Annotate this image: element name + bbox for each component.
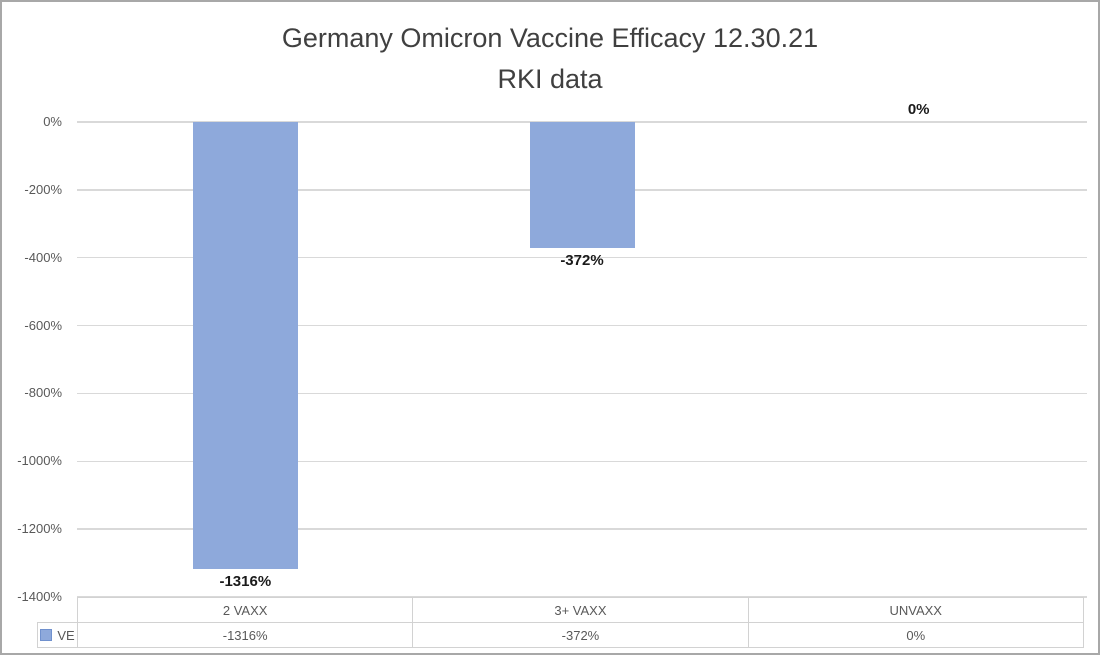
y-axis-tick-label: -1000% [17,453,62,469]
gridline [77,528,1087,530]
value-cell: -1316% [76,622,414,648]
y-axis-tick-label: -600% [24,317,62,333]
legend-key-icon [40,628,53,641]
gridline [77,392,1087,395]
y-axis-tick-label: -1200% [17,521,62,537]
gridline [77,324,1087,327]
y-axis-tick-label: 0% [43,114,62,129]
y-axis-tick-label: -400% [24,249,62,265]
chart-title: Germany Omicron Vaccine Efficacy 12.30.2… [281,23,819,53]
bar-3-vaxx [529,122,635,249]
y-axis-tick-label: -200% [24,181,62,197]
y-axis-tick-label: -1400% [17,589,62,604]
data-label-unvaxx: 0% [907,101,930,118]
gridline [77,121,1087,123]
category-header-cell: UNVAXX [747,597,1084,623]
category-header-cell: 2 VAXX [76,597,414,623]
y-axis-tick-label: -800% [24,385,62,401]
legend-cell: VE [37,622,78,648]
gridline [77,596,1087,598]
data-label-3-vaxx: -372% [560,252,604,270]
data-label-2-vaxx: -1316% [219,572,272,590]
chart-subtitle: RKI data [497,64,603,94]
legend-series-label: VE [57,627,75,643]
category-header-cell: 3+ VAXX [412,597,749,623]
bar-2-vaxx [192,122,298,569]
value-cell: 0% [747,622,1084,648]
gridline [77,257,1087,259]
table-corner [38,598,78,623]
gridline [77,460,1087,462]
data-table: 2 VAXX 3+ VAXX UNVAXX VE -1316% -372% 0% [37,597,1084,648]
value-cell: -372% [412,622,749,648]
